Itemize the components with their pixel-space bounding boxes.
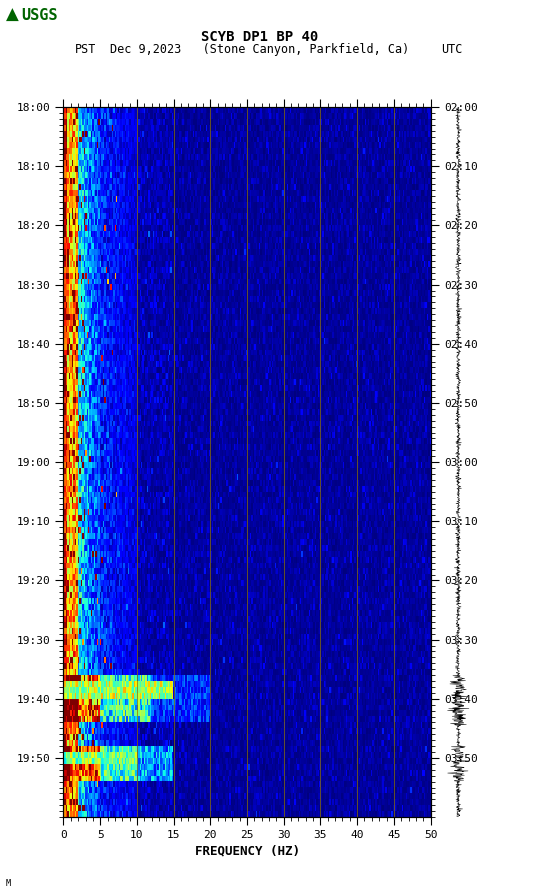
Text: M: M — [6, 879, 10, 888]
Text: UTC: UTC — [442, 43, 463, 56]
Text: Dec 9,2023   (Stone Canyon, Parkfield, Ca): Dec 9,2023 (Stone Canyon, Parkfield, Ca) — [110, 43, 409, 56]
X-axis label: FREQUENCY (HZ): FREQUENCY (HZ) — [194, 845, 300, 857]
Text: ▲: ▲ — [6, 6, 18, 24]
Text: USGS: USGS — [21, 8, 57, 22]
Text: SCYB DP1 BP 40: SCYB DP1 BP 40 — [201, 30, 318, 45]
Text: PST: PST — [75, 43, 96, 56]
